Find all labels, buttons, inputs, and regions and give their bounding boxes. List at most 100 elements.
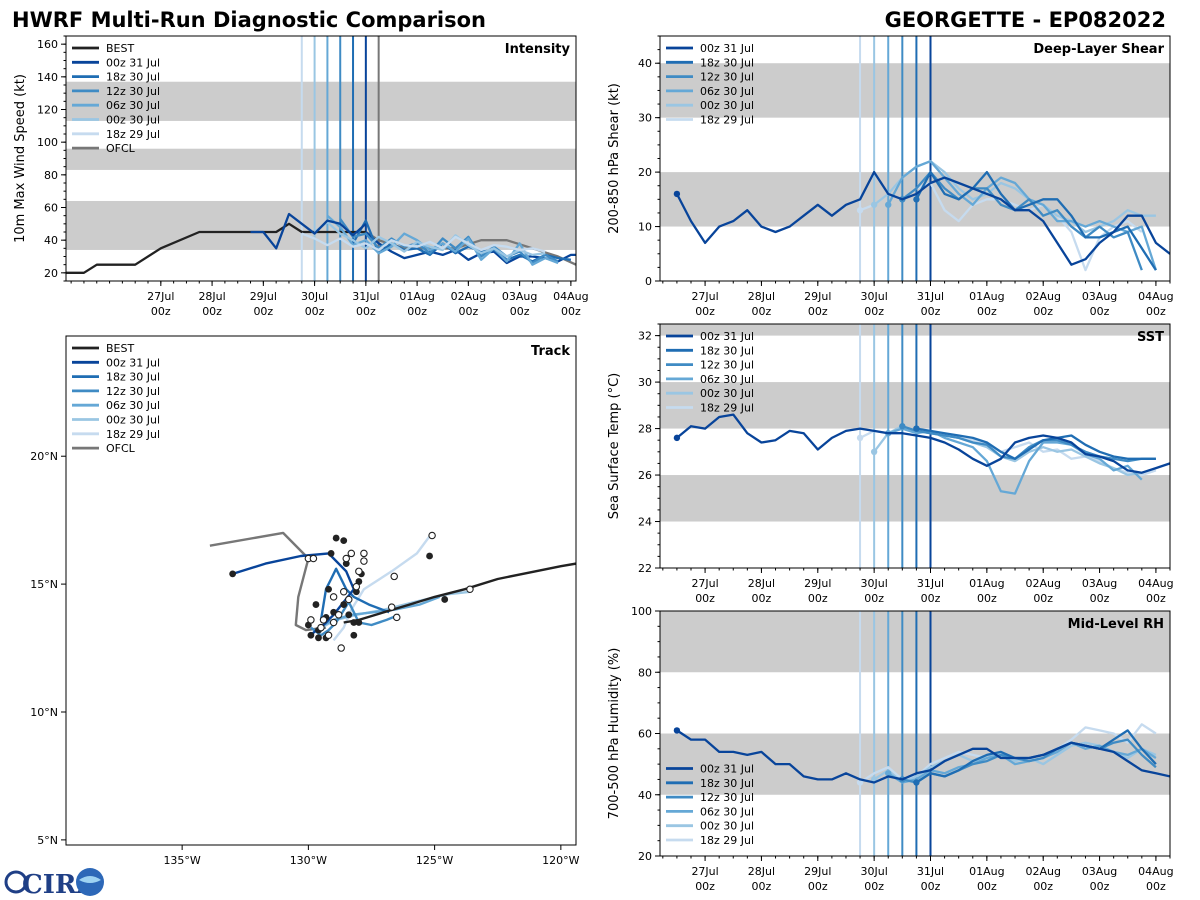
track-marker-filled-12: [312, 601, 320, 608]
shear-band-1: [660, 63, 1170, 118]
sst-xtick-label-5: 01Aug: [969, 577, 1004, 590]
track-marker-filled-17: [315, 634, 322, 642]
track-marker-filled-0: [229, 570, 237, 578]
track-legend-label-0: BEST: [106, 342, 134, 355]
sst-xtick-label-3: 30Jul: [861, 577, 888, 590]
track-marker-filled-9: [340, 601, 348, 608]
intensity-series-5: [326, 214, 559, 266]
track-plot-area: [209, 531, 576, 652]
intensity-legend-label-1: 00z 31 Jul: [106, 56, 160, 69]
rh-xtick-label-4: 31Jul: [917, 865, 944, 878]
rh-xtick-label2-1: 00z: [752, 880, 772, 893]
sst-legend-label-5: 18z 29 Jul: [700, 402, 754, 415]
sst-band-1: [660, 382, 1170, 429]
shear-series-start-4: [913, 196, 920, 203]
sst-ytick-label-3: 28: [638, 423, 652, 436]
track-marker-open-15: [345, 595, 353, 604]
sst-ytick-label-2: 26: [638, 469, 652, 482]
shear-panel: 0 10 20 30 40 27Jul 00z 28Jul 00z 29Jul 00z 30Jul 00…: [607, 35, 1174, 318]
sst-ytick-label-4: 30: [638, 376, 652, 389]
rh-legend-label-3: 06z 30 Jul: [700, 805, 754, 818]
shear-legend-label-5: 18z 29 Jul: [700, 114, 754, 127]
track-marker-filled-2: [441, 596, 449, 603]
intensity-ytick-label-1: 40: [44, 234, 58, 247]
track-marker-filled-21: [350, 619, 358, 626]
intensity-series-0: [66, 222, 366, 274]
sst-frame: [659, 323, 1171, 569]
track-marker-open-17: [307, 616, 315, 624]
intensity-ytick-label-0: 20: [44, 267, 58, 280]
rh-series-5: [676, 729, 1170, 784]
track-legend-label-6: 18z 29 Jul: [106, 428, 160, 441]
track-ytick-label-2: 15°N: [30, 578, 58, 591]
shear-xtick-label2-0: 00z: [695, 305, 715, 318]
shear-series-4: [915, 170, 1157, 271]
shear-xtick-label2-8: 00z: [1146, 305, 1166, 318]
intensity-xtick-label-3: 30Jul: [301, 290, 328, 303]
shear-xtick-label2-5: 00z: [977, 305, 997, 318]
track-xtick-label-1: 130°W: [290, 854, 327, 867]
sst-legend-label-0: 00z 31 Jul: [700, 330, 754, 343]
track-marker-open-21: [329, 618, 338, 627]
shear-xtick-label-2: 29Jul: [804, 290, 831, 303]
intensity-ytick-label-6: 140: [37, 71, 58, 84]
shear-xtick-label-5: 01Aug: [969, 290, 1004, 303]
rh-ylabel: 700-500 hPa Humidity (%): [607, 648, 622, 820]
shear-series-start-0: [856, 207, 864, 214]
sst-xtick-label-8: 04Aug: [1138, 577, 1173, 590]
shear-xtick-label-6: 02Aug: [1025, 290, 1060, 303]
shear-xtick-label2-1: 00z: [752, 305, 772, 318]
track-marker-open-10: [342, 554, 350, 563]
sst-series-4: [916, 427, 1156, 460]
sst-series-start-5: [673, 434, 681, 442]
intensity-xtick-label-7: 03Aug: [502, 290, 537, 303]
intensity-plot-area: [66, 36, 576, 281]
shear-ytick-label-3: 30: [638, 112, 652, 125]
logo-ring-icon: [4, 870, 28, 894]
rh-ytick-label-1: 40: [638, 789, 652, 802]
track-legend-label-7: OFCL: [106, 442, 136, 455]
track-marker-filled-13: [345, 611, 353, 619]
intensity-xtick-label2-2: 00z: [253, 305, 273, 318]
track-xtick-label-0: 135°W: [163, 854, 200, 867]
shear-xtick-label-3: 30Jul: [861, 290, 888, 303]
rh-panel: 20 40 60 80 100 27Jul 00z 28Jul 00z 29Jul 00z 30Jul…: [607, 605, 1174, 893]
rh-xtick-label-5: 01Aug: [969, 865, 1004, 878]
track-marker-open-11: [355, 567, 363, 576]
shear-legend-label-3: 06z 30 Jul: [700, 85, 754, 98]
sst-xtick-label2-7: 00z: [1090, 592, 1110, 605]
sst-ylabel: Sea Surface Temp (°C): [607, 373, 622, 520]
intensity-legend-label-0: BEST: [106, 42, 134, 55]
sst-legend-label-3: 06z 30 Jul: [700, 373, 754, 386]
track-marker-open-14: [329, 593, 338, 601]
intensity-xtick-label2-8: 00z: [561, 305, 581, 318]
intensity-xtick-label2-6: 00z: [458, 305, 478, 318]
rh-xtick-label-3: 30Jul: [861, 865, 888, 878]
intensity-xtick-label2-1: 00z: [202, 305, 222, 318]
track-series-4: [310, 600, 400, 637]
sst-legend-label-4: 00z 30 Jul: [700, 387, 754, 400]
rh-ytick-label-3: 80: [638, 666, 652, 679]
shear-ytick-label-0: 0: [645, 275, 652, 288]
storm-title: GEORGETTE - EP082022: [885, 8, 1166, 32]
cira-logo: CIRA: [4, 868, 104, 900]
sst-xtick-label-1: 28Jul: [748, 577, 775, 590]
sst-xtick-label2-4: 00z: [921, 592, 941, 605]
intensity-xtick-label2-3: 00z: [305, 305, 325, 318]
rh-xtick-label2-3: 00z: [864, 880, 884, 893]
shear-xtick-label-4: 31Jul: [917, 290, 944, 303]
shear-series-start-5: [673, 190, 681, 198]
track-ytick-label-1: 10°N: [30, 706, 58, 719]
rh-xtick-label2-7: 00z: [1090, 880, 1110, 893]
track-marker-open-2: [390, 572, 398, 581]
figure-title: HWRF Multi-Run Diagnostic Comparison: [12, 8, 486, 32]
sst-panel-title: SST: [1137, 330, 1164, 345]
intensity-series-7: [301, 232, 546, 253]
sst-xtick-label2-5: 00z: [977, 592, 997, 605]
track-ytick-label-3: 20°N: [30, 450, 58, 463]
track-marker-open-20: [337, 644, 345, 652]
sst-ytick-label-1: 24: [638, 516, 652, 529]
rh-ytick-label-4: 100: [631, 605, 652, 618]
shear-ylabel: 200-850 hPa Shear (kt): [607, 83, 622, 234]
